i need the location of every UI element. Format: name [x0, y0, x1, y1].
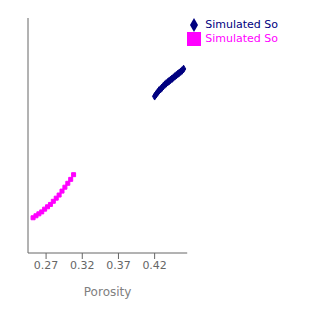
svg-text:0.42: 0.42 [142, 259, 167, 272]
svg-text:0.32: 0.32 [70, 259, 95, 272]
svg-text:Porosity: Porosity [84, 285, 132, 299]
html-text:Simulated So: Simulated So [205, 18, 278, 31]
html-text:Simulated So: Simulated So [205, 32, 278, 45]
svg-text:0.27: 0.27 [34, 259, 59, 272]
svg-text:0.37: 0.37 [106, 259, 131, 272]
